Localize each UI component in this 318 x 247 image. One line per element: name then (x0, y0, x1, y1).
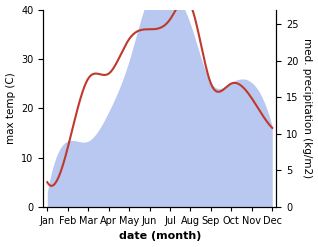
Y-axis label: max temp (C): max temp (C) (5, 72, 16, 144)
X-axis label: date (month): date (month) (119, 231, 201, 242)
Y-axis label: med. precipitation (kg/m2): med. precipitation (kg/m2) (302, 38, 313, 178)
